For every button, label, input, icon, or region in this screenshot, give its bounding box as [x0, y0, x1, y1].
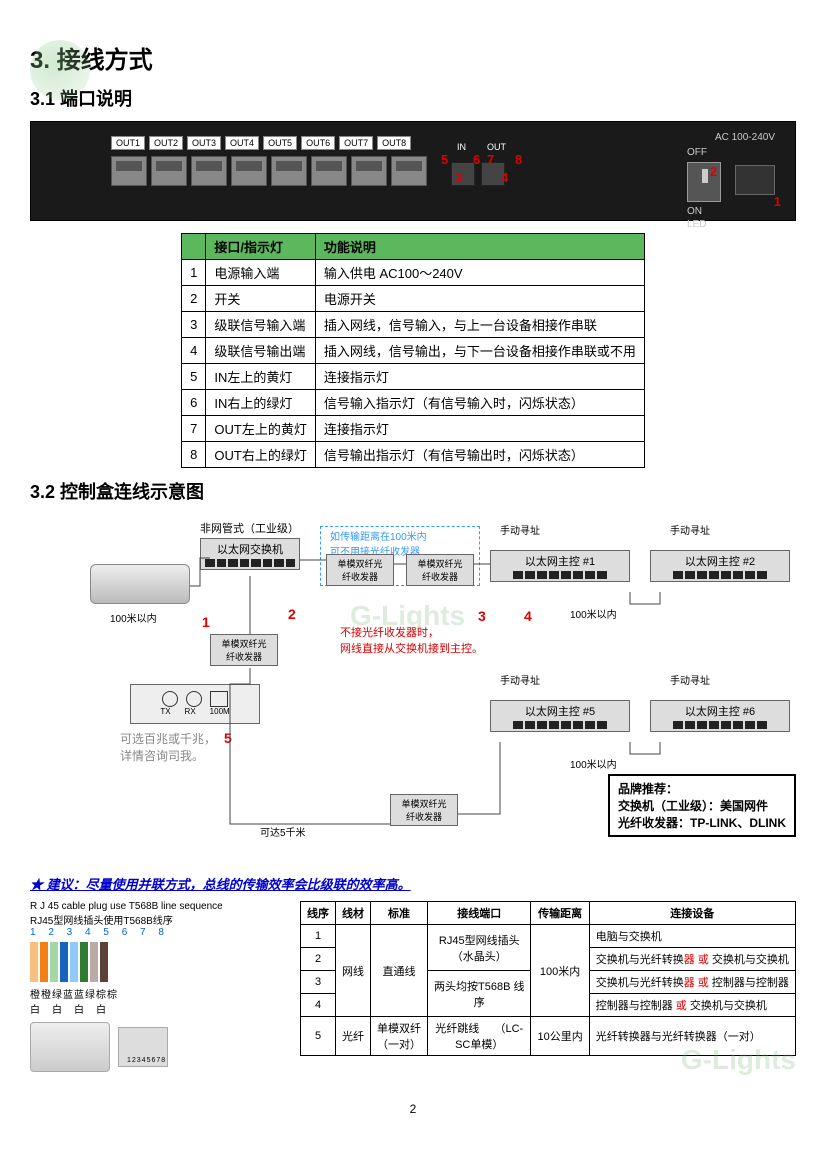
suggestion-text: ★ 建议：尽量使用并联方式，总线的传输效率会比级联的效率高。	[30, 874, 796, 893]
device-panel-image: OUT1OUT2OUT3OUT4OUT5OUT6OUT7OUT8 IN OUT …	[30, 121, 796, 221]
rj45-legend: R J 45 cable plug use T568B line sequenc…	[30, 901, 290, 1072]
page-number: 2	[30, 1102, 796, 1116]
subsection-heading: 3.2 控制盒连线示意图	[30, 478, 796, 504]
port-description-table: 接口/指示灯功能说明 1电源输入端输入供电 AC100～240V2开关电源开关3…	[181, 233, 645, 468]
section-heading: 3. 接线方式	[30, 40, 796, 75]
subsection-heading: 3.1 端口说明	[30, 85, 796, 111]
connection-diagram: 100米以内 非网管式（工业级） 以太网交换机 如传输距离在100米内 可不用接…	[30, 514, 796, 864]
connection-table: 线序线材标准接线端口传输距离连接设备 1网线直通线RJ45型网线插头 （水晶头）…	[300, 901, 796, 1056]
